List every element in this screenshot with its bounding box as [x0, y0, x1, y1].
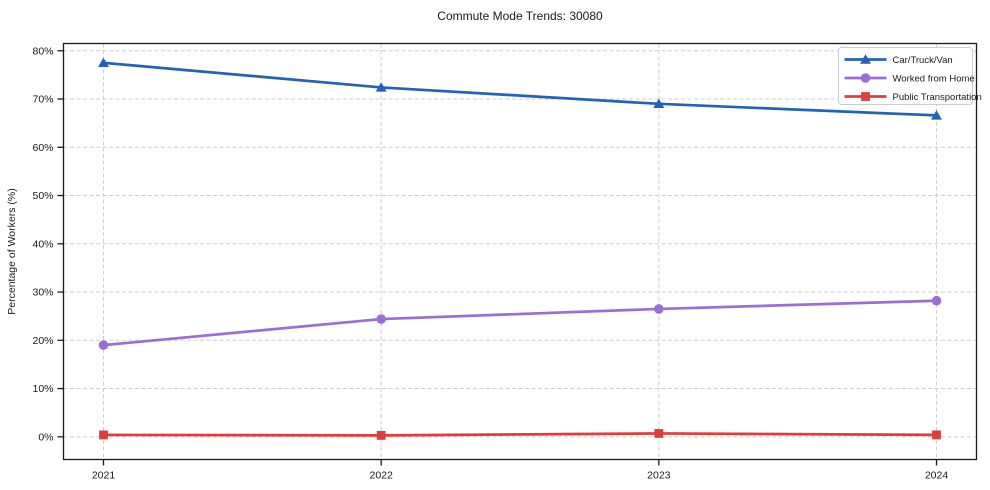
y-tick-label: 0% [38, 431, 53, 443]
series-marker-car-truck-van [653, 98, 665, 109]
series-marker-worked-from-home [98, 340, 109, 350]
y-tick-label: 20% [32, 335, 53, 347]
legend-marker-worked-from-home [860, 73, 871, 83]
series-line-worked-from-home [103, 299, 937, 347]
series-marker-worked-from-home [931, 295, 942, 306]
series-line-car-truck-van [103, 61, 937, 117]
series-line-public-transportation [103, 432, 937, 437]
legend-label-worked-from-home: Worked from Home [893, 73, 975, 84]
series-marker-public-transportation [99, 430, 108, 440]
y-tick-label: 30% [32, 287, 53, 299]
y-tick-label: 60% [32, 142, 53, 154]
legend-marker-car-truck-van [860, 54, 871, 64]
series-marker-public-transportation [932, 430, 941, 440]
y-axis-label: Percentage of Workers (%) [6, 188, 18, 314]
y-tick-label: 50% [32, 190, 53, 202]
chart-title: Commute Mode Trends: 30080 [437, 9, 603, 23]
y-tick-label: 80% [32, 45, 53, 57]
series-marker-car-truck-van [375, 82, 387, 92]
legend-label-car-truck-van: Car/Truck/Van [893, 55, 953, 66]
legend-box [838, 47, 973, 105]
x-tick-label: 2021 [92, 470, 116, 482]
legend-label-public-transportation: Public Transportation [893, 92, 982, 103]
series-marker-car-truck-van [931, 110, 942, 120]
x-tick-label: 2023 [647, 470, 671, 482]
y-tick-label: 70% [32, 94, 53, 106]
x-tick-label: 2024 [925, 470, 949, 482]
series-marker-worked-from-home [654, 304, 664, 314]
legend-marker-public-transportation [861, 92, 870, 101]
series-marker-car-truck-van [98, 57, 109, 68]
series-marker-worked-from-home [376, 314, 386, 324]
x-tick-label: 2022 [369, 470, 393, 482]
series-marker-public-transportation [376, 430, 386, 440]
y-tick-label: 10% [32, 383, 53, 395]
plot-border [62, 42, 978, 461]
series-marker-public-transportation [654, 429, 664, 438]
y-tick-label: 40% [32, 238, 53, 250]
